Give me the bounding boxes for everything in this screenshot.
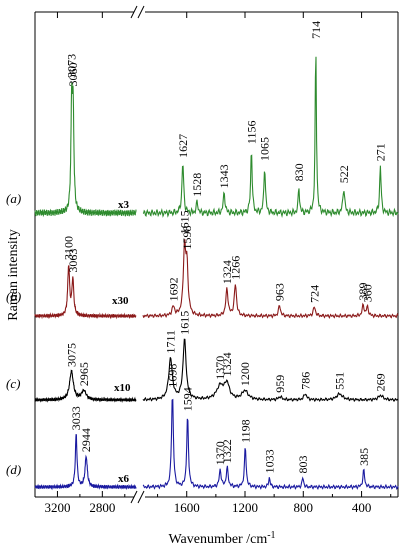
peak-label: 3060 xyxy=(66,63,80,87)
axis-break-mark xyxy=(130,5,138,19)
trace-line-segment xyxy=(142,56,399,219)
trace-a xyxy=(34,56,399,219)
peak-label: 1033 xyxy=(262,449,276,473)
trace-c xyxy=(34,338,399,403)
peak-label: 3100 xyxy=(62,236,76,260)
peak-label: 714 xyxy=(309,21,323,39)
peak-label: 1615 xyxy=(178,210,192,234)
trace-line-segment xyxy=(142,338,399,403)
x-axis-label-exponent: -1 xyxy=(267,530,275,541)
x-axis-label: Wavenumber /cm-1 xyxy=(168,530,275,547)
peak-label: 959 xyxy=(273,375,287,393)
peak-label: 1370 xyxy=(213,441,227,465)
x-axis: 3200 2800 1600 1200 800 400 xyxy=(34,12,392,515)
peak-label: 1200 xyxy=(238,362,252,386)
peak-label: 360 xyxy=(360,284,374,302)
peak-label: 1156 xyxy=(244,121,258,145)
peak-label: 1198 xyxy=(238,419,252,443)
spectra-traces xyxy=(34,56,399,491)
multiplier-label: x3 xyxy=(118,199,130,211)
trace-line-segment xyxy=(142,398,399,491)
trace-line-segment xyxy=(34,82,137,218)
peak-label: 2944 xyxy=(79,428,93,452)
peak-label: 385 xyxy=(357,448,371,466)
x-tick-label: 2800 xyxy=(89,500,115,515)
peak-label: 1627 xyxy=(176,134,190,158)
trace-line-segment xyxy=(142,239,399,319)
axis-break-mark xyxy=(137,5,145,19)
peak-label: 830 xyxy=(292,163,306,181)
peak-label: 2965 xyxy=(77,362,91,386)
multiplier-label: x10 xyxy=(114,382,131,394)
x-axis-label-main: Wavenumber /cm xyxy=(168,532,267,547)
x-tick-label: 1600 xyxy=(174,500,200,515)
peak-label: 1266 xyxy=(228,256,242,280)
peak-label: 3073 xyxy=(65,54,79,78)
trace-line-segment xyxy=(34,265,137,320)
x-tick-label: 800 xyxy=(294,500,314,515)
peak-label: 1324 xyxy=(220,260,234,284)
peak-label: 269 xyxy=(374,373,388,391)
axis-break-mark xyxy=(137,490,145,504)
peak-label: 1322 xyxy=(220,439,234,463)
peak-label: 1692 xyxy=(166,277,180,301)
y-axis-label: Raman intensity xyxy=(6,229,21,320)
multiplier-label: x30 xyxy=(112,295,129,307)
trace-label: (c) xyxy=(6,376,20,391)
peak-label: 1528 xyxy=(190,173,204,197)
peak-label: 1065 xyxy=(258,137,272,161)
peak-label: 1598 xyxy=(180,226,194,250)
trace-label: (d) xyxy=(6,462,21,477)
x-tick-label: 1200 xyxy=(232,500,258,515)
peak-label: 1594 xyxy=(181,387,195,411)
multiplier-label: x6 xyxy=(118,473,130,485)
peak-label: 3033 xyxy=(69,406,83,430)
peak-label: 786 xyxy=(298,372,312,390)
peak-label: 963 xyxy=(273,283,287,301)
peak-label: 1698 xyxy=(165,364,179,388)
axis-break-mark xyxy=(130,490,138,504)
x-tick-label: 3200 xyxy=(44,500,70,515)
trace-b xyxy=(34,239,399,320)
peak-label: 803 xyxy=(296,456,310,474)
peak-label: 522 xyxy=(337,165,351,183)
peak-label: 3075 xyxy=(65,343,79,367)
trace-line-segment xyxy=(34,433,137,491)
peak-label: 1711 xyxy=(164,330,178,354)
peak-label: 1370 xyxy=(213,356,227,380)
peak-label: 1615 xyxy=(178,311,192,335)
trace-label: (a) xyxy=(6,191,21,206)
peak-label: 271 xyxy=(373,143,387,161)
peak-label: 3063 xyxy=(66,249,80,273)
peak-label: 551 xyxy=(333,372,347,390)
peak-label: 1324 xyxy=(220,352,234,376)
peak-label: 389 xyxy=(356,283,370,301)
peak-label: 724 xyxy=(307,285,321,303)
x-tick-label: 400 xyxy=(352,500,372,515)
trace-label: (b) xyxy=(6,289,21,304)
peak-label: 1343 xyxy=(217,164,231,188)
trace-d xyxy=(34,398,399,491)
trace-line-segment xyxy=(34,369,137,403)
